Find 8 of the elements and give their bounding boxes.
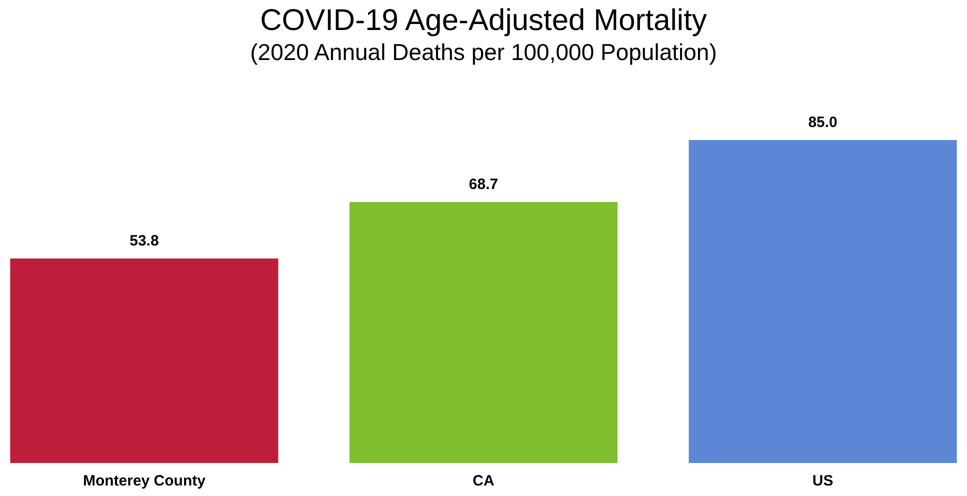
chart-subtitle: (2020 Annual Deaths per 100,000 Population) <box>250 39 717 65</box>
chart-title: COVID-19 Age-Adjusted Mortality <box>260 4 707 37</box>
x-tick-label: CA <box>472 472 494 490</box>
x-tick-label: Monterey County <box>82 472 206 490</box>
data-label: 53.8 <box>130 232 159 250</box>
data-label: 85.0 <box>808 114 838 131</box>
data-label: 68.7 <box>468 176 498 193</box>
x-tick-label: US <box>812 472 834 490</box>
